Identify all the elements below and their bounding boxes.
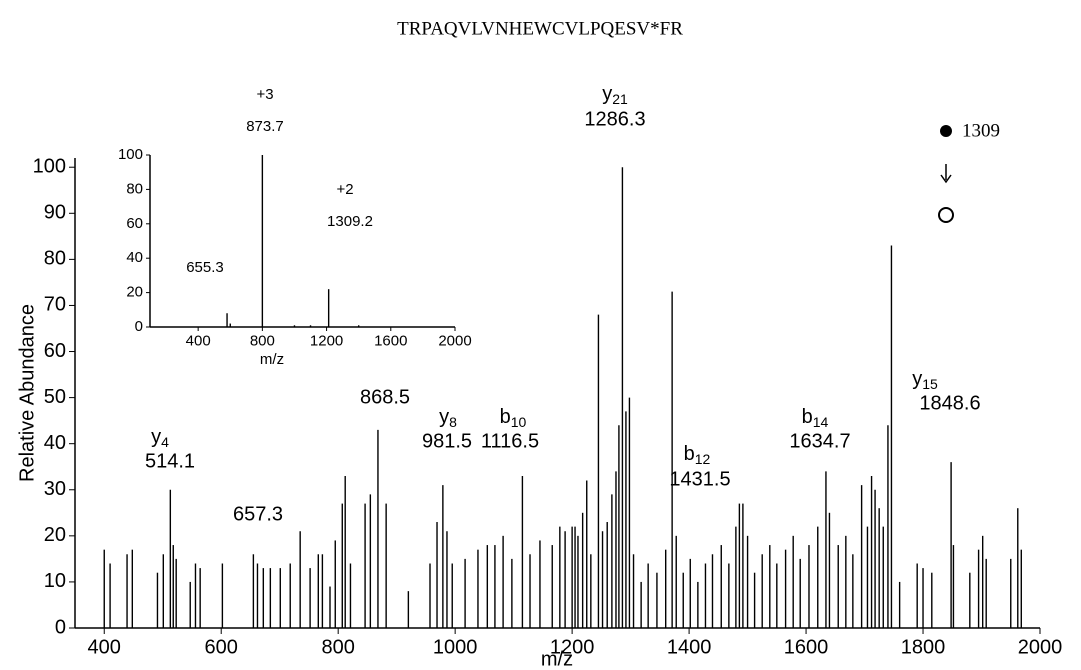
x-tick-label: 800 [250, 332, 275, 349]
peak-label: +3 [256, 86, 273, 103]
ion-label: y8 [439, 406, 457, 429]
y-tick-label: 100 [33, 155, 66, 177]
ion-index: 21 [612, 91, 628, 107]
y-tick-label: 80 [44, 248, 66, 270]
product-circle [938, 207, 954, 223]
arrow-head [940, 174, 952, 184]
y-tick-label: 0 [135, 318, 143, 335]
peak-label: 1309.2 [327, 213, 373, 230]
x-axis-label: m/z [260, 351, 284, 368]
ion-type: y [151, 426, 161, 448]
ion-index: 15 [922, 376, 938, 392]
y-tick-label: 20 [44, 524, 66, 546]
peak-label: 868.5 [360, 386, 410, 408]
ion-label: y21 [602, 83, 628, 106]
y-tick-label: 10 [44, 570, 66, 592]
peak-label: 657.3 [233, 503, 283, 525]
x-tick-label: 2000 [1018, 636, 1063, 658]
ion-index: 14 [813, 414, 829, 430]
y-tick-label: 50 [44, 386, 66, 408]
peak-label: 514.1 [145, 450, 195, 472]
peak-label: 981.5 [422, 430, 472, 452]
x-tick-label: 1600 [374, 332, 407, 349]
y-tick-label: 70 [44, 294, 66, 316]
peak-label: 873.7 [246, 118, 284, 135]
ion-index: 12 [695, 451, 711, 467]
ion-label: y4 [151, 426, 169, 449]
peak-label: 1116.5 [481, 430, 539, 452]
y-tick-label: 60 [126, 215, 143, 232]
peak-label: 1286.3 [584, 108, 645, 130]
ion-label: b10 [500, 406, 527, 429]
ion-index: 8 [449, 414, 457, 430]
x-tick-label: 400 [186, 332, 211, 349]
ion-type: b [684, 443, 695, 465]
y-tick-label: 40 [126, 249, 143, 266]
ion-type: b [500, 406, 511, 428]
x-tick-label: 2000 [438, 332, 471, 349]
ion-type: y [439, 406, 449, 428]
x-tick-label: 1800 [901, 636, 946, 658]
ion-index: 10 [511, 414, 527, 430]
y-tick-label: 100 [118, 146, 143, 163]
y-tick-label: 60 [44, 340, 66, 362]
y-tick-label: 80 [126, 180, 143, 197]
precursor-dot [940, 125, 952, 137]
peak-label: 1431.5 [669, 468, 730, 490]
ion-label: b12 [684, 443, 711, 466]
x-tick-label: 1600 [784, 636, 829, 658]
x-tick-label: 1400 [667, 636, 712, 658]
x-tick-label: 1000 [433, 636, 478, 658]
ion-label: y15 [912, 368, 938, 391]
ion-index: 4 [161, 434, 169, 450]
x-tick-label: 1200 [550, 636, 595, 658]
x-tick-label: 400 [88, 636, 121, 658]
y-tick-label: 20 [126, 284, 143, 301]
peak-label: +2 [336, 181, 353, 198]
ion-type: b [802, 406, 813, 428]
peak-label: 655.3 [186, 259, 224, 276]
ion-type: y [912, 368, 922, 390]
x-tick-label: 1200 [310, 332, 343, 349]
peak-label: 1848.6 [919, 392, 980, 414]
peptide-title: TRPAQVLVNHEWCVLPQESV*FR [397, 18, 683, 39]
ion-label: b14 [802, 406, 829, 429]
y-axis-label: Relative Abundance [16, 304, 38, 482]
y-tick-label: 0 [55, 616, 66, 638]
y-tick-label: 90 [44, 202, 66, 224]
peak-label: 1634.7 [789, 430, 850, 452]
y-tick-label: 40 [44, 432, 66, 454]
x-tick-label: 800 [321, 636, 354, 658]
y-tick-label: 30 [44, 478, 66, 500]
x-tick-label: 600 [205, 636, 238, 658]
precursor-label: 1309 [962, 120, 1000, 141]
x-axis-label: m/z [541, 648, 573, 670]
ion-type: y [602, 83, 612, 105]
